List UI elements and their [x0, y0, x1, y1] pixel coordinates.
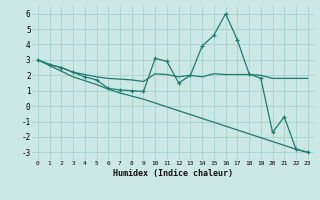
X-axis label: Humidex (Indice chaleur): Humidex (Indice chaleur): [113, 169, 233, 178]
